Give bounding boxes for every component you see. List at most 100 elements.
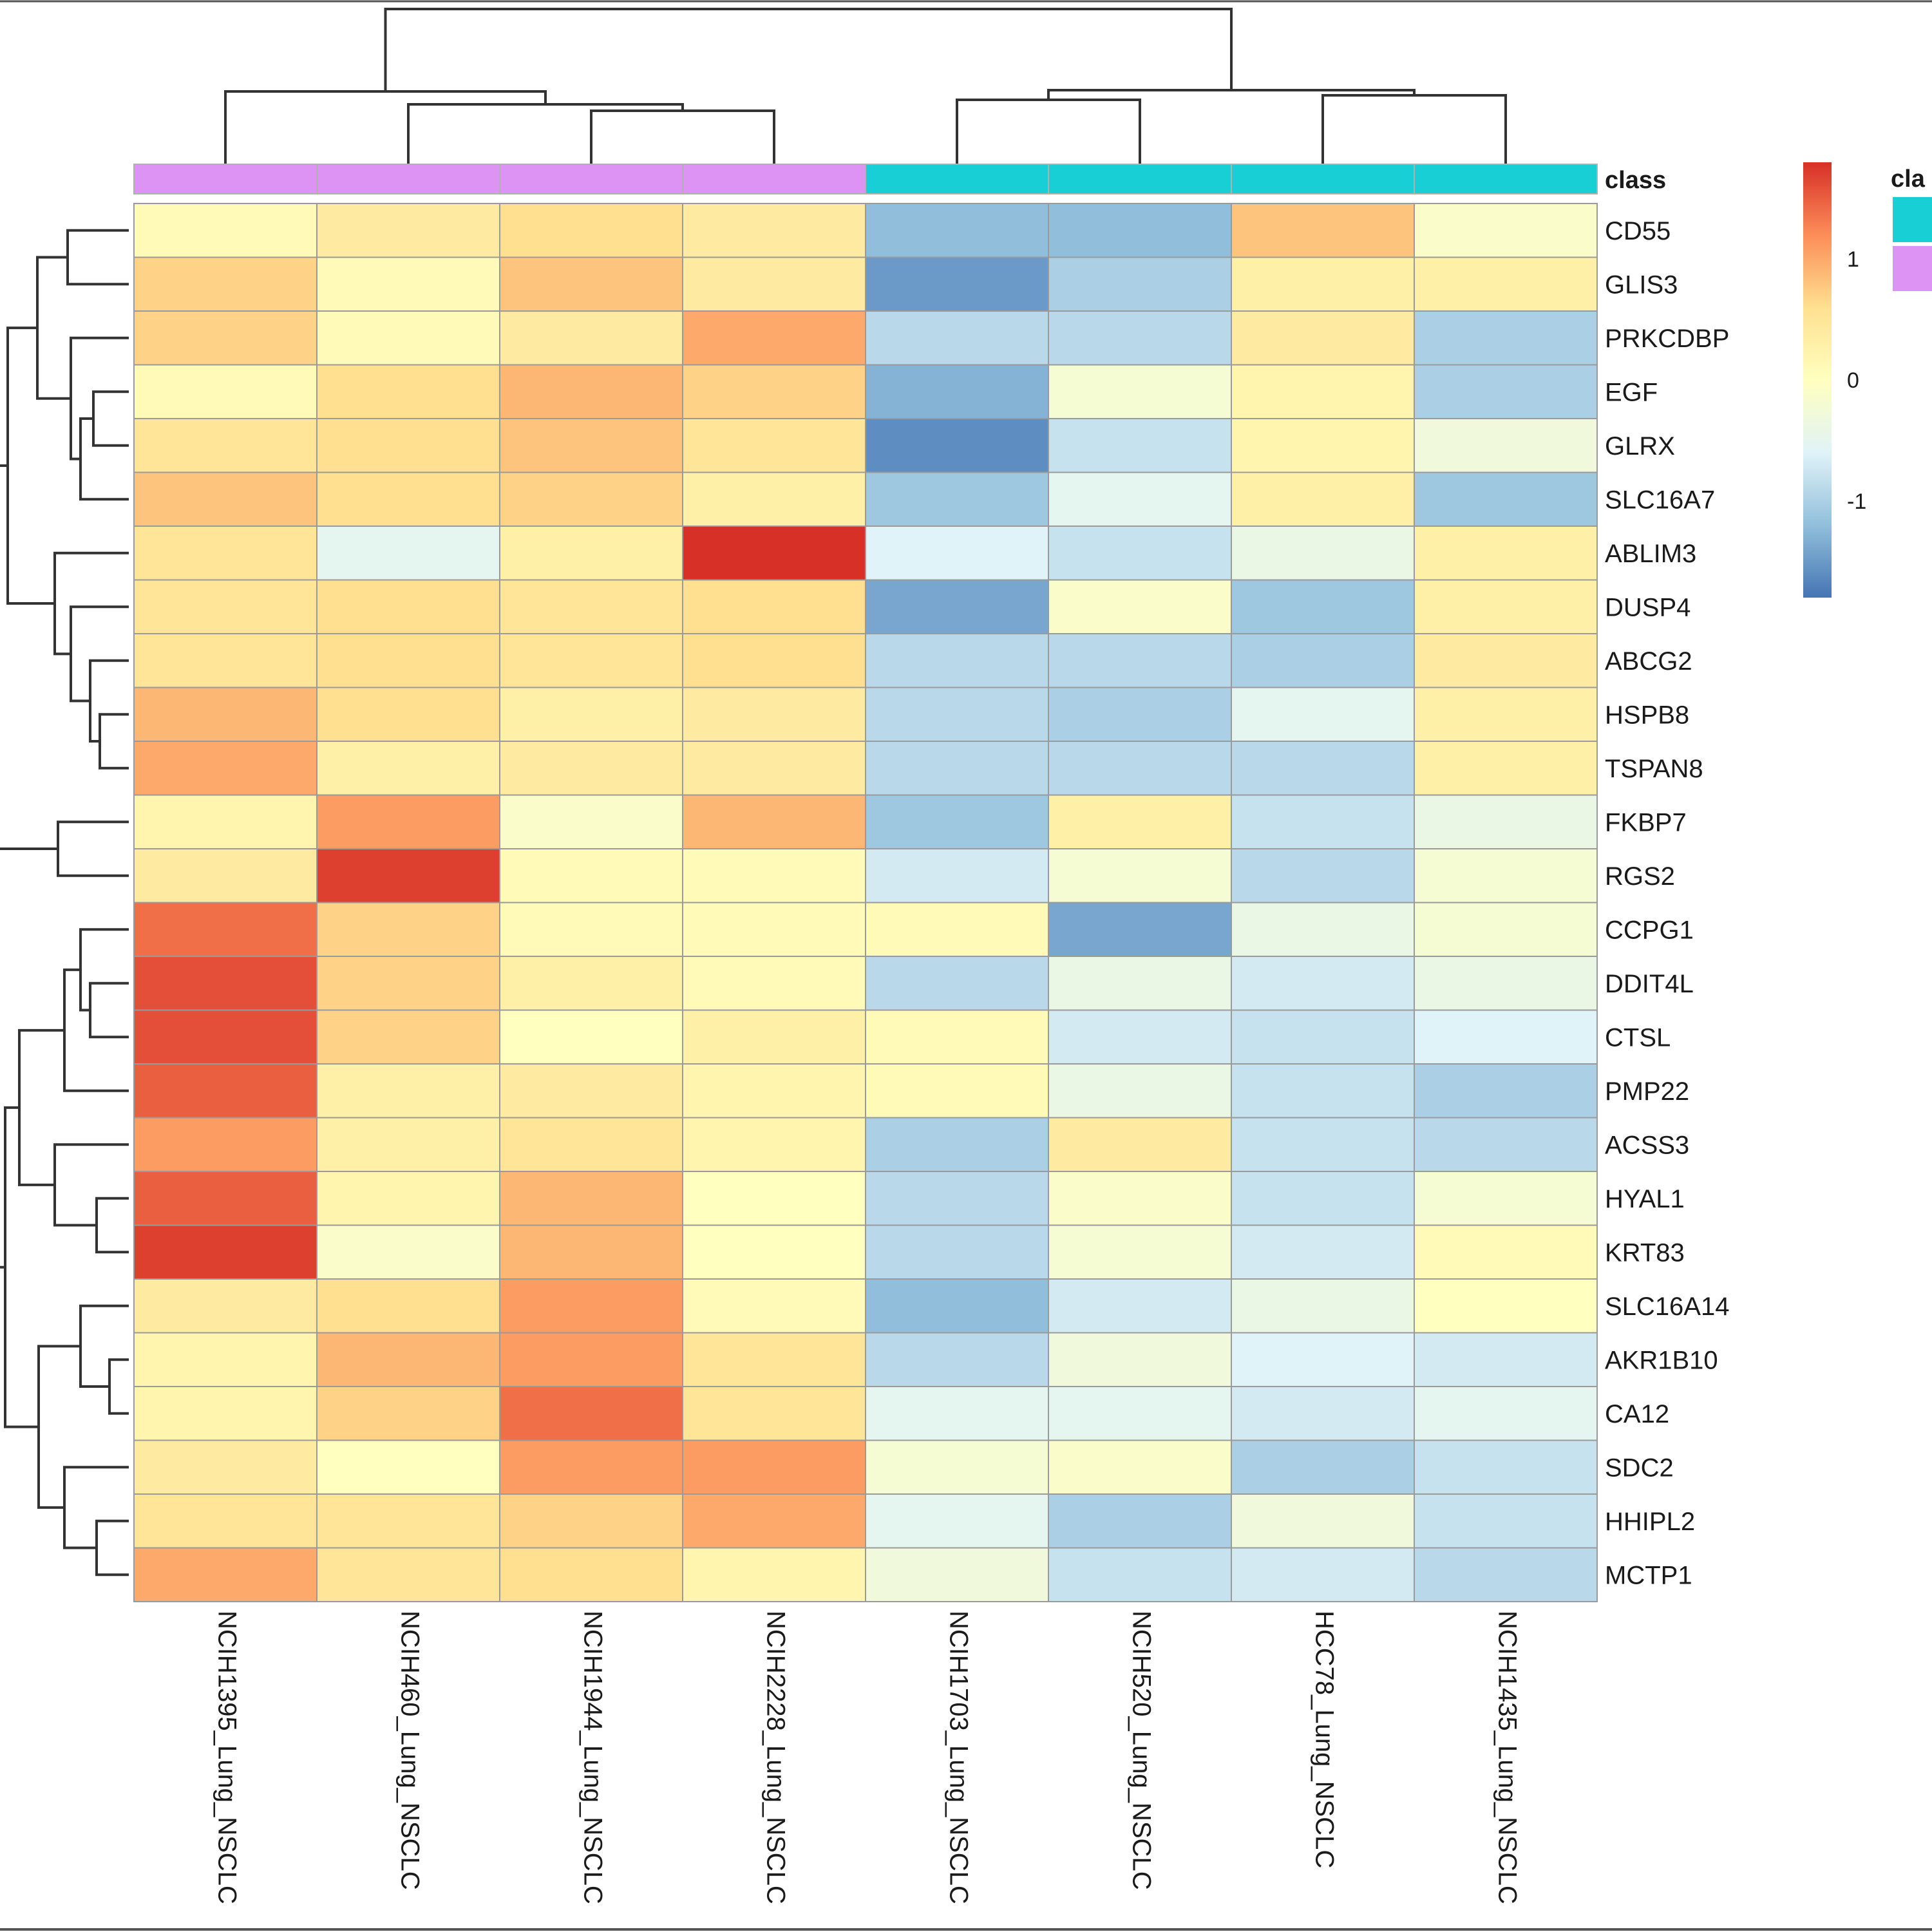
heatmap-cell-krt83-6 — [1048, 1224, 1232, 1280]
class-legend: cla — [1891, 166, 1932, 292]
heatmap-cell-cd55-7 — [1231, 203, 1415, 258]
heatmap-cell-fkbp7-3 — [499, 794, 683, 849]
heatmap-cell-mctp1-4 — [682, 1547, 866, 1602]
heatmap-cell-glrx-3 — [499, 418, 683, 473]
heatmap-cell-krt83-1 — [133, 1224, 317, 1280]
row-dendrogram — [0, 229, 129, 1577]
class-annotation-label: class — [1605, 167, 1666, 194]
gene-label-cd55: CD55 — [1605, 217, 1671, 245]
heatmap-cell-akr1b10-5 — [865, 1332, 1049, 1387]
heatmap-cell-rgs2-1 — [133, 848, 317, 904]
heatmap-cell-hhipl2-1 — [133, 1493, 317, 1549]
heatmap-cell-hyal1-4 — [682, 1171, 866, 1226]
heatmap-cell-prkcdbp-8 — [1414, 310, 1598, 366]
heatmap-cell-krt83-5 — [865, 1224, 1049, 1280]
heatmap-cell-slc16a14-4 — [682, 1278, 866, 1334]
heatmap-cell-ca12-1 — [133, 1386, 317, 1441]
heatmap-cell-ablim3-3 — [499, 526, 683, 581]
heatmap-cell-ablim3-5 — [865, 526, 1049, 581]
color-scale-tick-2: 0 — [1847, 368, 1859, 393]
heatmap-cell-slc16a14-3 — [499, 1278, 683, 1334]
heatmap-cell-glis3-3 — [499, 256, 683, 312]
heatmap-cell-dusp4-8 — [1414, 579, 1598, 634]
heatmap-cell-ctsl-4 — [682, 1009, 866, 1065]
heatmap-cell-krt83-4 — [682, 1224, 866, 1280]
heatmap-cell-abcg2-5 — [865, 633, 1049, 688]
heatmap-cell-slc16a7-8 — [1414, 471, 1598, 527]
heatmap-cell-dusp4-6 — [1048, 579, 1232, 634]
heatmap-cell-mctp1-5 — [865, 1547, 1049, 1602]
heatmap-cell-egf-2 — [316, 364, 500, 419]
gene-label-slc16a14: SLC16A14 — [1605, 1293, 1729, 1321]
class-annotation-cell-4 — [682, 164, 866, 194]
heatmap-cell-ablim3-8 — [1414, 526, 1598, 581]
heatmap-cell-slc16a14-6 — [1048, 1278, 1232, 1334]
heatmap-cell-sdc2-7 — [1231, 1439, 1415, 1495]
gene-label-ablim3: ABLIM3 — [1605, 540, 1696, 568]
heatmap-cell-fkbp7-7 — [1231, 794, 1415, 849]
gene-label-ccpg1: CCPG1 — [1605, 916, 1694, 944]
heatmap-cell-prkcdbp-6 — [1048, 310, 1232, 366]
heatmap-cell-tspan8-2 — [316, 741, 500, 796]
heatmap-cell-krt83-2 — [316, 1224, 500, 1280]
gene-label-hhipl2: HHIPL2 — [1605, 1508, 1695, 1536]
gene-label-ddit4l: DDIT4L — [1605, 970, 1694, 998]
heatmap-cell-ddit4l-1 — [133, 956, 317, 1011]
heatmap-cell-krt83-8 — [1414, 1224, 1598, 1280]
gene-label-krt83: KRT83 — [1605, 1238, 1685, 1267]
heatmap-cell-prkcdbp-1 — [133, 310, 317, 366]
heatmap-cell-ddit4l-7 — [1231, 956, 1415, 1011]
heatmap-cell-egf-7 — [1231, 364, 1415, 419]
class-annotation-cell-2 — [316, 164, 500, 194]
heatmap-cell-prkcdbp-3 — [499, 310, 683, 366]
heatmap-cell-hspb8-3 — [499, 687, 683, 742]
heatmap-cell-dusp4-7 — [1231, 579, 1415, 634]
heatmap-cell-glis3-8 — [1414, 256, 1598, 312]
heatmap-cell-acss3-6 — [1048, 1117, 1232, 1172]
heatmap-cell-sdc2-3 — [499, 1439, 683, 1495]
gene-label-abcg2: ABCG2 — [1605, 647, 1692, 676]
heatmap-cell-ddit4l-3 — [499, 956, 683, 1011]
column-dendrogram-link-7 — [384, 8, 1233, 91]
gene-label-tspan8: TSPAN8 — [1605, 755, 1703, 783]
heatmap-cell-sdc2-2 — [316, 1439, 500, 1495]
heatmap-cell-slc16a7-7 — [1231, 471, 1415, 527]
class-annotation-cell-6 — [1048, 164, 1232, 194]
heatmap-cell-ablim3-4 — [682, 526, 866, 581]
heatmap-cell-acss3-4 — [682, 1117, 866, 1172]
heatmap-cell-acss3-3 — [499, 1117, 683, 1172]
heatmap-cell-rgs2-5 — [865, 848, 1049, 904]
heatmap-cell-ca12-4 — [682, 1386, 866, 1441]
color-scale-legend: 1 0 -1 — [1803, 162, 1866, 598]
heatmap-cell-glrx-7 — [1231, 418, 1415, 473]
heatmap-cell-dusp4-5 — [865, 579, 1049, 634]
sample-label-6: NCIH520_Lung_NSCLC — [1127, 1611, 1155, 1890]
heatmap-cell-hyal1-7 — [1231, 1171, 1415, 1226]
heatmap-cell-ca12-6 — [1048, 1386, 1232, 1441]
heatmap-cell-ddit4l-2 — [316, 956, 500, 1011]
heatmap-cell-glis3-5 — [865, 256, 1049, 312]
gene-label-hyal1: HYAL1 — [1605, 1185, 1685, 1213]
heatmap-cell-tspan8-1 — [133, 741, 317, 796]
heatmap-cell-hspb8-6 — [1048, 687, 1232, 742]
heatmap-cells — [133, 203, 1598, 1602]
class-legend-swatch-cyan — [1891, 196, 1932, 243]
heatmap-cell-prkcdbp-4 — [682, 310, 866, 366]
heatmap-cell-pmp22-2 — [316, 1063, 500, 1119]
heatmap-cell-cd55-3 — [499, 203, 683, 258]
heatmap-cell-glrx-5 — [865, 418, 1049, 473]
heatmap-cell-hhipl2-4 — [682, 1493, 866, 1549]
heatmap-cell-akr1b10-1 — [133, 1332, 317, 1387]
gene-label-akr1b10: AKR1B10 — [1605, 1346, 1718, 1374]
sample-label-1: NCIH1395_Lung_NSCLC — [213, 1611, 241, 1904]
heatmap-cell-glrx-1 — [133, 418, 317, 473]
heatmap-cell-glis3-7 — [1231, 256, 1415, 312]
heatmap-cell-ablim3-6 — [1048, 526, 1232, 581]
heatmap-cell-abcg2-7 — [1231, 633, 1415, 688]
sample-label-5: NCIH1703_Lung_NSCLC — [944, 1611, 972, 1904]
heatmap-cell-mctp1-2 — [316, 1547, 500, 1602]
heatmap-cell-krt83-3 — [499, 1224, 683, 1280]
heatmap-cell-ca12-5 — [865, 1386, 1049, 1441]
heatmap-cell-sdc2-5 — [865, 1439, 1049, 1495]
heatmap-cell-ctsl-1 — [133, 1009, 317, 1065]
